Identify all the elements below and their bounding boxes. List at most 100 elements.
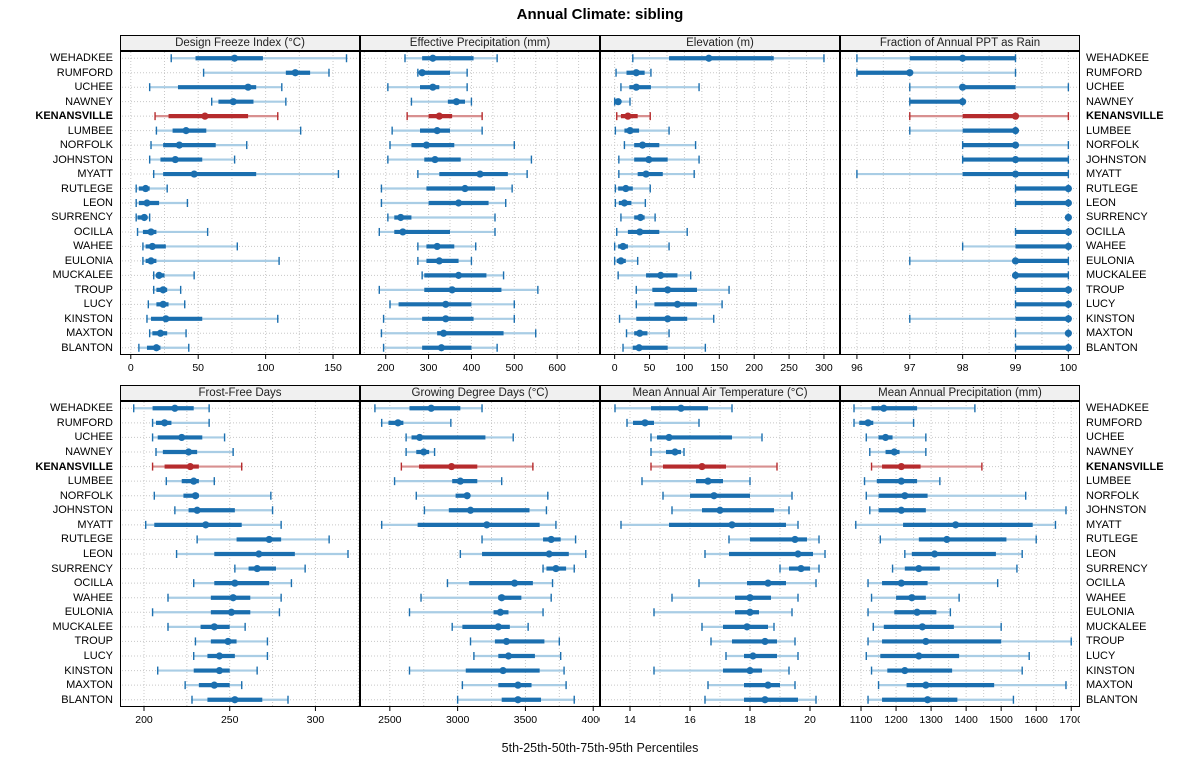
site-label-kenansville: KENANSVILLE: [1086, 460, 1164, 473]
percentile-row-lucy: [635, 300, 723, 309]
percentile-row-ocilla: [378, 227, 496, 236]
tick-label: 100: [257, 362, 275, 374]
percentile-row-uchee: [405, 433, 514, 442]
percentile-row-rutlege: [196, 535, 330, 544]
percentile-row-lumbee: [165, 477, 215, 486]
percentile-row-rutlege: [380, 184, 513, 193]
site-label-myatt: MYATT: [77, 518, 113, 531]
percentile-row-lumbee: [393, 477, 503, 486]
site-label-leon: LEON: [83, 548, 113, 560]
percentile-row-muckalee: [167, 622, 246, 631]
percentile-row-rumford: [626, 418, 700, 427]
percentile-row-norfolk: [961, 141, 1070, 150]
site-label-muckalee: MUCKALEE: [52, 269, 113, 282]
percentile-row-surrency: [891, 564, 1018, 573]
percentile-row-johnston: [961, 155, 1070, 164]
percentile-row-ocilla: [698, 579, 817, 588]
tick-label: 250: [780, 362, 798, 374]
percentile-row-lucy: [193, 652, 269, 660]
percentile-row-wahee: [870, 593, 960, 602]
percentile-row-kenansville: [151, 462, 243, 471]
percentile-row-myatt: [855, 520, 1057, 529]
percentile-row-blanton: [867, 695, 1015, 704]
site-label-rumford: RUMFORD: [1086, 416, 1143, 429]
percentile-row-johnston: [148, 155, 236, 164]
percentile-row-nawney: [210, 97, 287, 106]
percentile-row-eulonia: [408, 608, 544, 617]
site-label-norfolk: NORFOLK: [59, 489, 113, 502]
percentile-row-rumford: [380, 418, 452, 427]
percentile-row-uchee: [909, 83, 1070, 92]
tick-label: 1300: [919, 714, 943, 726]
percentile-row-rutlege: [879, 535, 1037, 544]
site-label-wahee: WAHEE: [73, 591, 113, 604]
site-label-myatt: MYATT: [77, 168, 113, 181]
percentile-row-eulonia: [909, 256, 1070, 265]
percentile-row-troup: [635, 285, 730, 294]
site-label-kenansville: KENANSVILLE: [35, 110, 113, 123]
percentile-row-leon: [1014, 199, 1072, 207]
percentile-row-wehadkee: [133, 404, 210, 413]
site-label-lumbee: LUMBEE: [1086, 124, 1132, 137]
percentile-row-lucy: [865, 652, 1030, 660]
percentile-row-ocilla: [867, 579, 999, 588]
panel-header-frost-free-days: Frost-Free Days: [120, 385, 360, 401]
tick-label: 100: [676, 362, 694, 374]
site-label-leon: LEON: [1086, 548, 1116, 560]
site-label-johnston: JOHNSTON: [52, 153, 113, 166]
site-label-ocilla: OCILLA: [73, 577, 113, 590]
tick-label: 400: [463, 362, 481, 374]
site-label-wahee: WAHEE: [1086, 591, 1126, 604]
tick-label: 18: [744, 714, 756, 726]
percentile-row-surrency: [234, 564, 306, 573]
percentile-row-rumford: [853, 418, 915, 427]
percentile-row-maxton: [1014, 329, 1072, 338]
percentile-row-muckalee: [421, 271, 505, 280]
percentile-row-uchee: [620, 83, 700, 92]
percentile-row-ocilla: [446, 579, 554, 588]
percentile-row-ocilla: [616, 227, 688, 236]
site-label-blanton: BLANTON: [61, 341, 113, 354]
percentile-row-troup: [153, 285, 182, 294]
site-label-wehadkee: WEHADKEE: [1086, 402, 1149, 415]
site-label-uchee: UCHEE: [1086, 431, 1125, 444]
site-label-kenansville: KENANSVILLE: [35, 460, 113, 473]
percentile-row-norfolk: [389, 141, 515, 150]
percentile-row-myatt: [380, 520, 557, 529]
site-label-lumbee: LUMBEE: [67, 124, 113, 137]
percentile-row-myatt: [417, 170, 528, 179]
site-label-maxton: MAXTON: [1086, 327, 1133, 340]
percentile-row-rumford: [417, 68, 468, 77]
percentile-row-ocilla: [136, 227, 209, 236]
site-label-wehadkee: WEHADKEE: [50, 52, 113, 65]
percentile-row-rutlege: [614, 184, 651, 193]
tick-label: 150: [711, 362, 729, 374]
site-label-norfolk: NORFOLK: [1086, 489, 1140, 502]
percentile-row-nawney: [155, 448, 234, 456]
site-label-troup: TROUP: [74, 635, 114, 648]
tick-label: 99: [1010, 362, 1022, 374]
tick-label: 2500: [378, 714, 402, 726]
percentile-row-eulonia: [417, 256, 473, 265]
site-label-kenansville: KENANSVILLE: [1086, 110, 1164, 123]
percentile-row-wehadkee: [170, 54, 348, 63]
site-label-uchee: UCHEE: [1086, 81, 1125, 94]
tick-label: 97: [904, 362, 916, 374]
site-label-norfolk: NORFOLK: [59, 139, 113, 152]
percentile-row-uchee: [865, 433, 927, 442]
panel-header-design-freeze-index-c: Design Freeze Index (°C): [120, 35, 360, 51]
percentile-row-johnston: [423, 506, 548, 515]
site-label-eulonia: EULONIA: [1086, 254, 1135, 267]
percentile-row-kinston: [618, 314, 715, 323]
site-label-nawney: NAWNEY: [1086, 95, 1134, 108]
percentile-row-wahee: [613, 242, 670, 251]
percentile-row-troup: [469, 637, 561, 646]
percentile-row-ocilla: [1014, 227, 1072, 236]
panel-plot-mean-annual-precipitation-mm: 1100 1200 1300 1400 1500 1600 1700: [840, 401, 1080, 726]
percentile-row-wahee: [671, 593, 799, 602]
percentile-row-kinston: [146, 314, 279, 323]
percentile-row-lumbee: [863, 477, 941, 486]
panel-plot-elevation-m: 0 50 100 150 200 250 300: [600, 51, 840, 374]
percentile-row-lucy: [389, 300, 515, 309]
percentile-row-rumford: [202, 68, 330, 77]
